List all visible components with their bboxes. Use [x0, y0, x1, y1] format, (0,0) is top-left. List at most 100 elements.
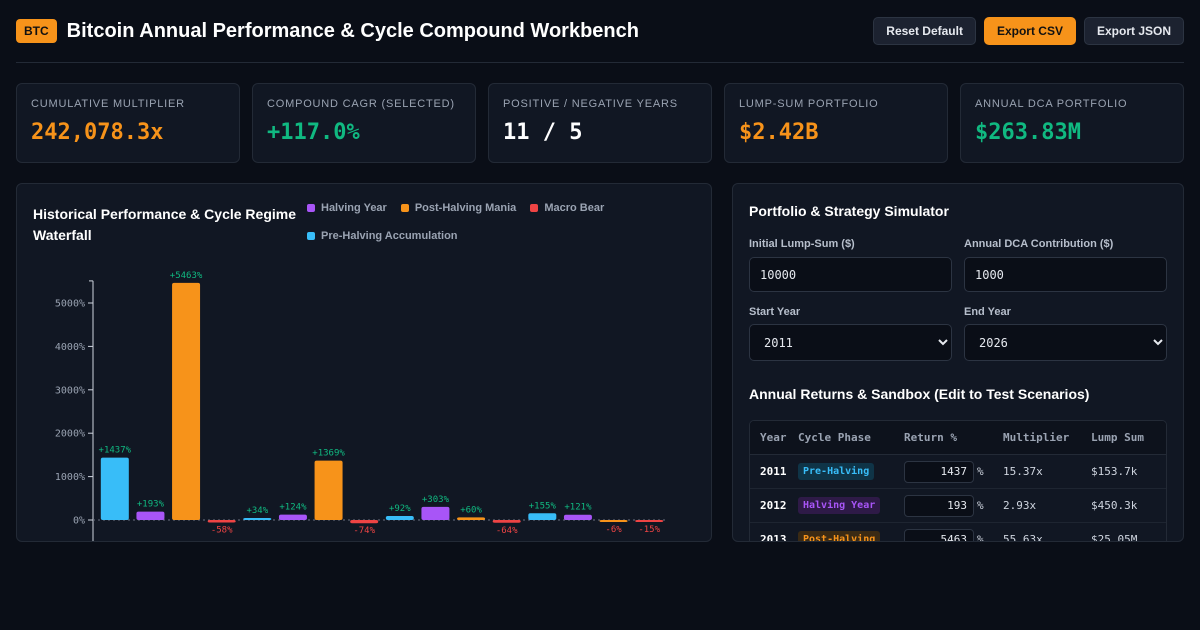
legend-label: Macro Bear [544, 202, 605, 214]
stat-card-dca: ANNUAL DCA PORTFOLIO $263.83M [960, 83, 1184, 163]
chart-title: Historical Performance & Cycle Regime Wa… [33, 206, 296, 243]
bar-2016 [278, 514, 307, 520]
end-year-label: End Year [964, 306, 1011, 318]
data-label: +124% [279, 503, 307, 513]
y-tick-label: 1000% [55, 472, 85, 483]
y-tick-label: 5000% [55, 299, 85, 310]
bar-2012 [136, 511, 165, 520]
bar-2019 [385, 516, 414, 520]
export-csv-button[interactable]: Export CSV [983, 17, 1076, 45]
data-label: +34% [246, 506, 268, 516]
row-return-cell: % [904, 494, 1003, 517]
percent-sign: % [977, 499, 984, 512]
legend-swatch [530, 204, 539, 212]
chart-panel: Historical Performance & Cycle Regime Wa… [16, 183, 712, 542]
page-title: Bitcoin Annual Performance & Cycle Compo… [66, 19, 639, 42]
waterfall-chart: 0% 1000% 2000% 3000% 4000% 5000% +1437% +193% +5… [55, 271, 667, 541]
lump-sum-label: Initial Lump-Sum ($) [749, 238, 855, 250]
return-input[interactable] [904, 528, 974, 541]
row-lump-sum: $25.05M [1091, 533, 1138, 542]
bar-2020 [421, 506, 450, 520]
data-label: +92% [389, 504, 411, 514]
row-phase-cell: Pre-Halving [798, 463, 904, 480]
stat-label: CUMULATIVE MULTIPLIER [31, 98, 185, 110]
bar-2024 [563, 514, 592, 520]
row-return-cell: % [904, 528, 1003, 542]
data-label: -6% [605, 525, 622, 535]
legend-label: Pre-Halving Accumulation [321, 230, 458, 242]
stat-value: +117.0% [267, 120, 360, 145]
y-tick-label: 2000% [55, 429, 85, 440]
simulator-panel: Portfolio & Strategy Simulator Initial L… [732, 183, 1184, 542]
start-year-select[interactable]: 2011 [749, 324, 952, 361]
y-tick-label: 4000% [55, 342, 85, 353]
percent-sign: % [977, 465, 984, 478]
stat-label: POSITIVE / NEGATIVE YEARS [503, 98, 678, 110]
bar-2014 [207, 520, 236, 523]
row-multiplier: 15.37x [1003, 465, 1043, 478]
data-label: -64% [496, 526, 518, 536]
stat-label: ANNUAL DCA PORTFOLIO [975, 98, 1128, 110]
y-tick-label: 0% [73, 516, 85, 527]
table-header: Year Cycle Phase Return % Multiplier Lum… [750, 421, 1166, 455]
row-phase-cell: Post-Halving [798, 531, 904, 541]
col-header-return: Return % [904, 431, 957, 444]
legend-label: Post-Halving Mania [414, 202, 517, 214]
stat-value: $2.42B [739, 120, 819, 145]
dca-input[interactable] [964, 257, 1167, 292]
data-label: -15% [638, 525, 660, 535]
return-input[interactable] [904, 460, 974, 483]
sandbox-title: Annual Returns & Sandbox (Edit to Test S… [749, 386, 1090, 402]
data-label: +1437% [99, 446, 132, 456]
data-label: +60% [460, 505, 482, 515]
legend-item-macro-bear[interactable]: Macro Bear [530, 202, 604, 214]
row-lump-sum: $153.7k [1091, 465, 1138, 478]
stat-card-years: POSITIVE / NEGATIVE YEARS 11 / 5 [488, 83, 712, 163]
data-label: +1369% [312, 449, 345, 459]
row-lump-sum: $450.3k [1091, 499, 1138, 512]
bar-2011 [100, 457, 129, 520]
data-label: +155% [529, 501, 557, 511]
data-label: +193% [137, 500, 165, 510]
stat-label: COMPOUND CAGR (SELECTED) [267, 98, 455, 110]
legend-swatch [400, 204, 409, 212]
end-year-select[interactable]: 2026 [964, 324, 1167, 361]
row-multiplier: 55.63x [1003, 533, 1043, 542]
bar-2018 [350, 520, 379, 524]
stat-card-multiplier: CUMULATIVE MULTIPLIER 242,078.3x [16, 83, 240, 163]
stat-value: 242,078.3x [31, 120, 164, 145]
stat-card-lump-sum: LUMP-SUM PORTFOLIO $2.42B [724, 83, 948, 163]
bar-2023 [528, 513, 557, 520]
table-row: 2013 Post-Halving % 55.63x $25.05M [750, 523, 1166, 542]
col-header-multiplier: Multiplier [1003, 431, 1070, 444]
dca-label: Annual DCA Contribution ($) [964, 238, 1114, 250]
phase-badge: Halving Year [798, 497, 881, 514]
legend-item-post-halving[interactable]: Post-Halving Mania [400, 202, 517, 214]
col-header-phase: Cycle Phase [798, 431, 871, 444]
reset-default-button[interactable]: Reset Default [873, 17, 976, 45]
bar-2022 [492, 520, 521, 523]
lump-sum-input[interactable] [749, 257, 952, 292]
y-tick-label: 3000% [55, 385, 85, 396]
data-label: -74% [353, 526, 375, 536]
app-header: BTC Bitcoin Annual Performance & Cycle C… [16, 16, 1184, 46]
data-label: +121% [564, 503, 592, 513]
table-row: 2012 Halving Year % 2.93x $450.3k [750, 489, 1166, 523]
row-phase-cell: Halving Year [798, 497, 904, 514]
col-header-lump-sum: Lump Sum [1091, 431, 1144, 444]
returns-table: Year Cycle Phase Return % Multiplier Lum… [749, 420, 1167, 542]
legend-label: Halving Year [321, 202, 387, 214]
legend-swatch [307, 232, 315, 240]
export-json-button[interactable]: Export JSON [1083, 17, 1184, 45]
phase-badge: Post-Halving [798, 531, 881, 541]
stat-cards: CUMULATIVE MULTIPLIER 242,078.3x COMPOUN… [16, 83, 1184, 163]
header-divider [16, 62, 1184, 63]
legend-item-halving[interactable]: Halving Year [307, 202, 387, 214]
return-input[interactable] [904, 494, 974, 517]
data-label: -58% [211, 526, 233, 536]
row-year: 2012 [760, 499, 787, 512]
col-header-year: Year [760, 431, 787, 444]
percent-sign: % [977, 533, 984, 542]
legend-item-pre-halving[interactable]: Pre-Halving Accumulation [307, 230, 458, 242]
chart-legend: Halving Year Post-Halving Mania Macro Be… [307, 202, 697, 242]
